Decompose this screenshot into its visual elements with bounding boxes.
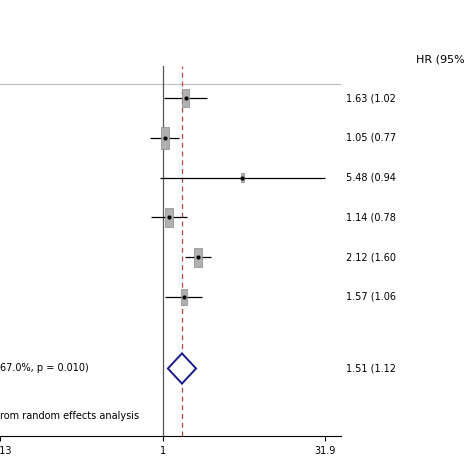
Bar <box>181 289 187 305</box>
Text: 1.51 (1.12: 1.51 (1.12 <box>346 364 396 374</box>
Text: rom random effects analysis: rom random effects analysis <box>0 411 139 421</box>
Text: 1.57 (1.06: 1.57 (1.06 <box>346 292 396 302</box>
Text: 1.14 (0.78: 1.14 (0.78 <box>346 212 396 222</box>
Bar <box>194 248 201 266</box>
Text: 5.48 (0.94: 5.48 (0.94 <box>346 173 396 182</box>
Text: 67.0%, p = 0.010): 67.0%, p = 0.010) <box>0 364 89 374</box>
Bar <box>182 89 189 107</box>
Bar <box>241 173 244 182</box>
Text: HR (95%: HR (95% <box>416 55 465 64</box>
Text: 1.63 (1.02: 1.63 (1.02 <box>346 93 396 103</box>
Bar <box>161 127 169 149</box>
Polygon shape <box>168 354 196 383</box>
Text: 1.05 (0.77: 1.05 (0.77 <box>346 133 396 143</box>
Text: 2.12 (1.60: 2.12 (1.60 <box>346 252 396 262</box>
Bar <box>165 208 173 228</box>
